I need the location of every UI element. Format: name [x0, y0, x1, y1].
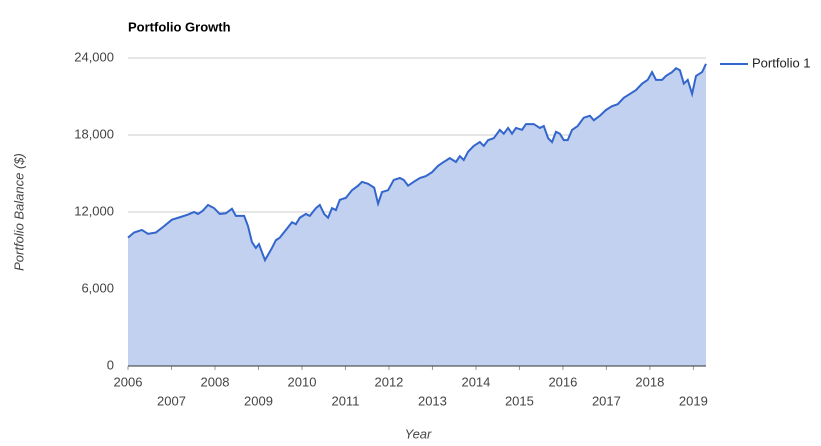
chart-title: Portfolio Growth [128, 19, 231, 34]
x-tick-label: 2010 [288, 374, 317, 389]
x-tick-label: 2018 [635, 374, 664, 389]
y-tick-label: 24,000 [74, 49, 114, 64]
x-tick-label: 2019 [679, 393, 708, 408]
area-fill [128, 63, 706, 367]
x-tick-label: 2017 [592, 393, 621, 408]
x-tick-label: 2009 [244, 393, 273, 408]
y-tick-label: 12,000 [74, 203, 114, 218]
x-tick-label: 2012 [374, 374, 403, 389]
y-tick-label: 6,000 [81, 280, 114, 295]
x-tick-label: 2016 [548, 374, 577, 389]
x-tick-label: 2015 [505, 393, 534, 408]
x-tick-label: 2013 [418, 393, 447, 408]
y-axis-title: Portfolio Balance ($) [11, 153, 26, 271]
x-tick-label: 2006 [114, 374, 143, 389]
x-tick-label: 2007 [157, 393, 186, 408]
x-axis-title: Year [405, 426, 432, 441]
y-tick-label: 18,000 [74, 126, 114, 141]
x-tick-label: 2011 [331, 393, 359, 408]
series-line [127, 63, 707, 263]
x-tick-label: 2008 [201, 374, 230, 389]
y-tick-label: 0 [107, 357, 114, 372]
x-tick-label: 2014 [461, 374, 490, 389]
legend-label: Portfolio 1 [752, 55, 811, 70]
